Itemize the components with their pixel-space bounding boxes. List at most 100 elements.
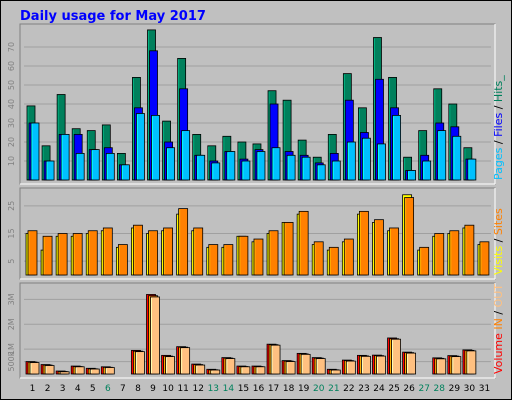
pages-bar [105, 152, 115, 181]
x-tick-label: 11 [177, 384, 188, 394]
pages-bar [301, 156, 311, 181]
out-bar [285, 361, 296, 375]
x-tick-label: 28 [434, 384, 446, 394]
y-tick-label: 2M [7, 318, 16, 330]
y-tick-label: 500k [7, 351, 16, 371]
sites-bar [102, 227, 113, 276]
x-tick-label: 18 [283, 384, 295, 394]
pages-bar [45, 160, 55, 181]
chart-title: Daily usage for May 2017 [20, 9, 206, 24]
pages-bar [331, 160, 341, 181]
pages-bar [452, 135, 462, 181]
sites-bar [479, 241, 490, 276]
x-tick-label: 9 [150, 384, 156, 394]
x-tick-label: 27 [418, 384, 429, 394]
sites-bar [283, 222, 294, 276]
y-tick-label: 70 [7, 42, 16, 52]
pages-bar [437, 130, 447, 181]
x-tick-label: 1 [30, 384, 36, 394]
x-tick-label: 7 [120, 384, 126, 394]
sites-bar [434, 233, 445, 276]
out-bar [74, 366, 85, 375]
legend-item: Visits [492, 246, 505, 275]
out-bar [315, 358, 326, 375]
sites-bar [268, 230, 279, 276]
sites-bar [178, 208, 189, 276]
sites-bar [208, 244, 219, 276]
x-tick-label: 6 [105, 384, 111, 394]
pages-bar [166, 147, 175, 181]
pages-bar [75, 152, 85, 181]
pages-bar [211, 162, 221, 181]
volume-legend: Volume IN / OUT [492, 284, 505, 374]
out-bar [300, 353, 311, 375]
legend-item: IN [492, 318, 505, 329]
out-bar [436, 358, 447, 375]
traffic-legend: Pages / Files / Hits_ [492, 75, 505, 180]
out-bar [150, 296, 160, 375]
pages-bar [286, 154, 296, 181]
sites-bar [404, 197, 415, 276]
legend-item: Volume [492, 333, 505, 374]
sites-bar [193, 227, 204, 276]
out-bar [210, 369, 221, 375]
pages-bar [377, 143, 386, 181]
x-tick-label: 16 [253, 384, 265, 394]
out-bar [376, 355, 386, 375]
sites-bar [313, 241, 324, 276]
pages-bar [60, 133, 70, 181]
legend-item: Hits_ [492, 75, 505, 102]
x-tick-label: 14 [223, 384, 235, 394]
sites-bar [449, 230, 460, 276]
sites-bar [72, 233, 83, 276]
x-tick-label: 24 [373, 384, 385, 394]
out-bar [406, 352, 417, 375]
x-tick-label: 17 [268, 384, 279, 394]
sites-bar [328, 246, 339, 276]
out-bar [165, 356, 175, 375]
y-tick-label: 30 [7, 118, 16, 128]
y-tick-label: 3M [7, 293, 16, 305]
out-bar [104, 367, 115, 375]
panel-frame [19, 282, 496, 379]
out-bar [195, 364, 206, 375]
x-tick-label: 4 [75, 384, 81, 394]
pages-bar [362, 137, 371, 181]
sites-bar [87, 230, 98, 276]
sites-bar [27, 230, 38, 276]
x-tick-label: 22 [343, 384, 354, 394]
y-tick-label: 50 [7, 80, 16, 90]
visits-legend: Visits / Sites [492, 208, 505, 275]
x-tick-label: 8 [135, 384, 141, 394]
sites-bar [464, 224, 475, 276]
out-bar [255, 366, 266, 375]
out-bar [59, 371, 70, 375]
out-bar [240, 366, 251, 375]
sites-bar [42, 235, 53, 276]
pages-bar [90, 149, 100, 181]
out-bar [391, 338, 401, 375]
sites-bar [359, 210, 369, 276]
pages-bar [392, 115, 401, 181]
out-bar [466, 350, 477, 375]
x-tick-label: 12 [193, 384, 204, 394]
pages-bar [316, 164, 326, 181]
sites-bar [298, 210, 309, 276]
out-bar [270, 344, 281, 375]
x-tick-label: 3 [60, 384, 66, 394]
pages-bar [256, 151, 266, 181]
sites-bar [343, 238, 354, 276]
out-bar [361, 355, 371, 375]
y-tick-label: 20 [7, 137, 16, 147]
sites-bar [223, 244, 234, 276]
legend-item: / [492, 235, 505, 246]
out-bar [44, 365, 55, 375]
x-tick-label: 15 [238, 384, 249, 394]
sites-bar [419, 246, 430, 276]
pages-bar [407, 170, 417, 181]
out-bar [225, 358, 236, 375]
x-tick-label: 19 [298, 384, 310, 394]
sites-bar [133, 224, 143, 276]
